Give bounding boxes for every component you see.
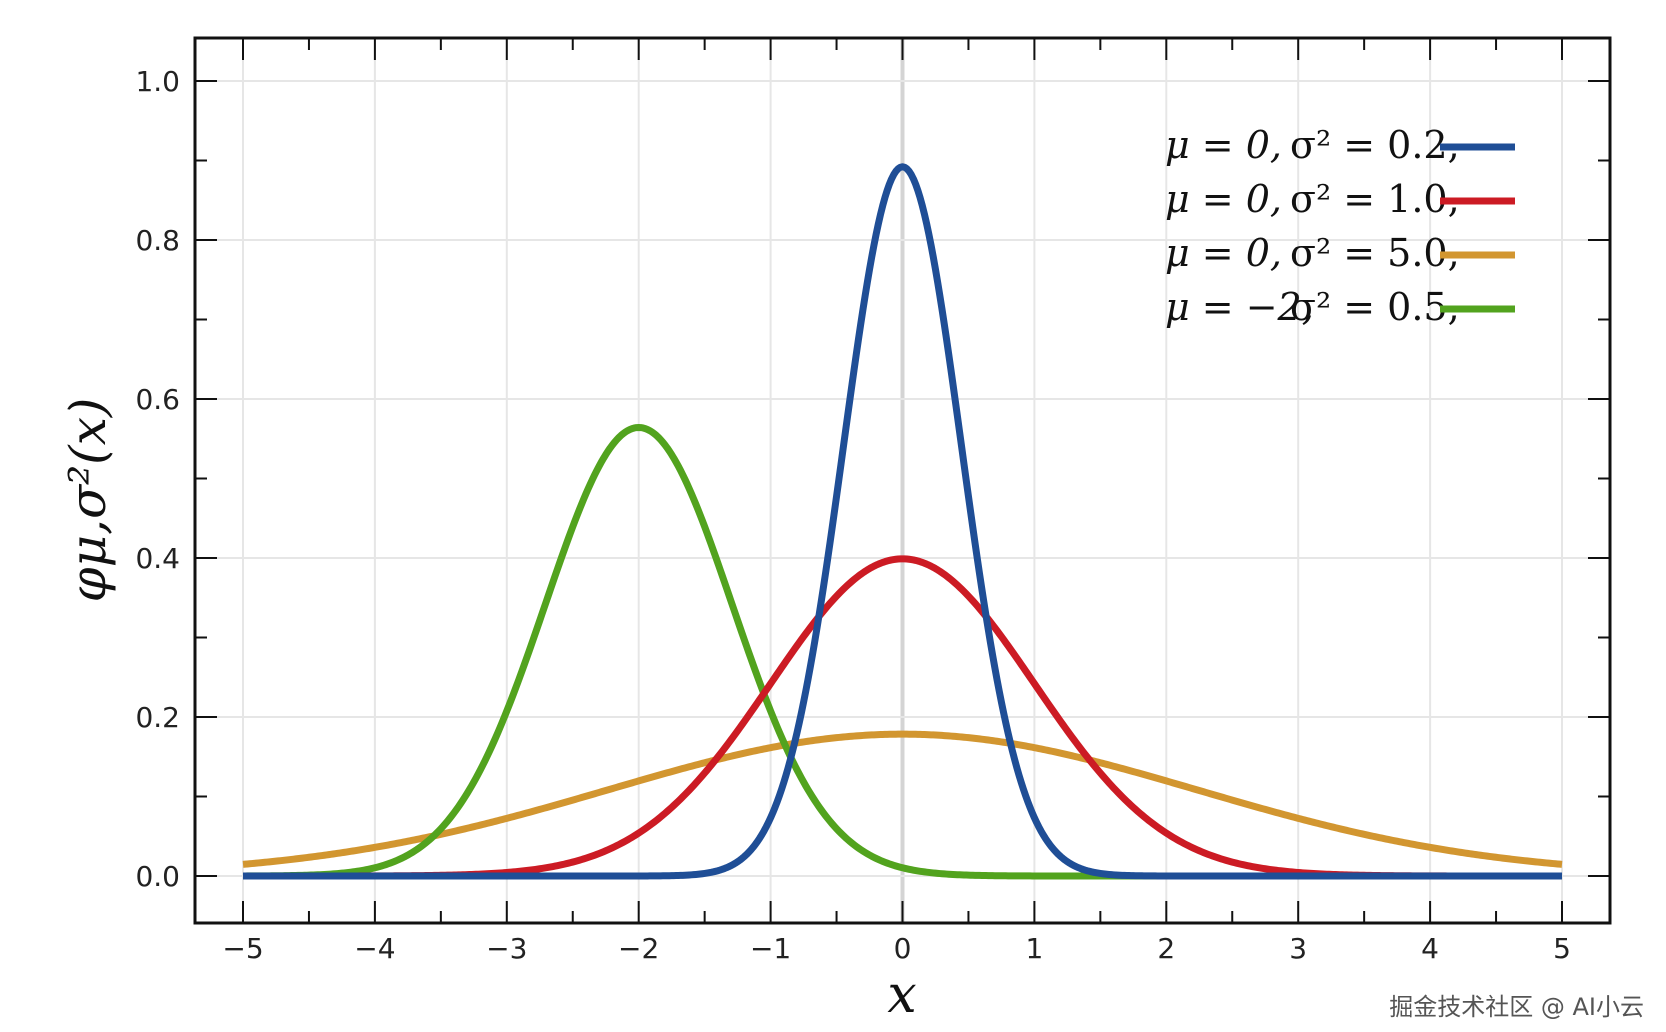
legend-mu-label: μ = 0, [1165,177,1282,221]
series-line-1 [241,163,1564,880]
legend-mu-label: μ = 0, [1165,123,1282,167]
legend-mu-label: μ = −2, [1165,285,1314,329]
legend-item-1: μ = 0, σ² = 0.2, [1165,123,1515,167]
x-tick-label: 3 [1289,932,1307,965]
x-axis-title: x [887,965,916,1025]
x-tick-label: −2 [618,932,659,965]
x-tick-label: −3 [486,932,527,965]
x-tick-label: 1 [1025,932,1043,965]
series-line-3 [241,730,1564,868]
watermark: 掘金技术社区 @ AI小云 [1389,993,1644,1021]
x-tick-label: −1 [750,932,791,965]
legend-sigma-label: σ² = 5.0, [1290,231,1460,275]
x-tick-label: 5 [1553,932,1571,965]
x-tick-label: 0 [894,932,912,965]
legend-mu-label: μ = 0, [1165,231,1282,275]
axis-ticks [195,38,1610,923]
legend-item-2: μ = 0, σ² = 1.0, [1165,177,1515,221]
x-axis-tick-labels: −5 −4 −3 −2 −1 0 1 2 3 4 5 [222,932,1571,965]
x-tick-label: 4 [1421,932,1439,965]
grid-lines [195,38,1610,923]
legend-item-3: μ = 0, σ² = 5.0, [1165,231,1515,275]
x-tick-label: −5 [222,932,263,965]
x-tick-label: 2 [1157,932,1175,965]
legend-sigma-label: σ² = 0.2, [1290,123,1460,167]
legend: μ = 0, σ² = 0.2,μ = 0, σ² = 1.0,μ = 0, σ² =… [1165,123,1515,329]
y-tick-label: 1.0 [135,65,180,98]
y-axis-title-text: φμ,σ²(x) [59,398,117,603]
y-tick-label: 0.8 [135,224,180,257]
y-tick-label: 0.2 [135,701,180,734]
series-layer [241,163,1564,880]
y-axis-tick-labels: 0.0 0.2 0.4 0.6 0.8 1.0 [135,65,180,893]
legend-item-4: μ = −2,σ² = 0.5, [1165,285,1515,329]
y-tick-label: 0.0 [135,860,180,893]
x-tick-label: −4 [354,932,395,965]
y-tick-label: 0.6 [135,383,180,416]
y-tick-label: 0.4 [135,542,180,575]
legend-sigma-label: σ² = 0.5, [1290,285,1460,329]
legend-sigma-label: σ² = 1.0, [1290,177,1460,221]
y-axis-title: φμ,σ²(x) [59,398,117,603]
